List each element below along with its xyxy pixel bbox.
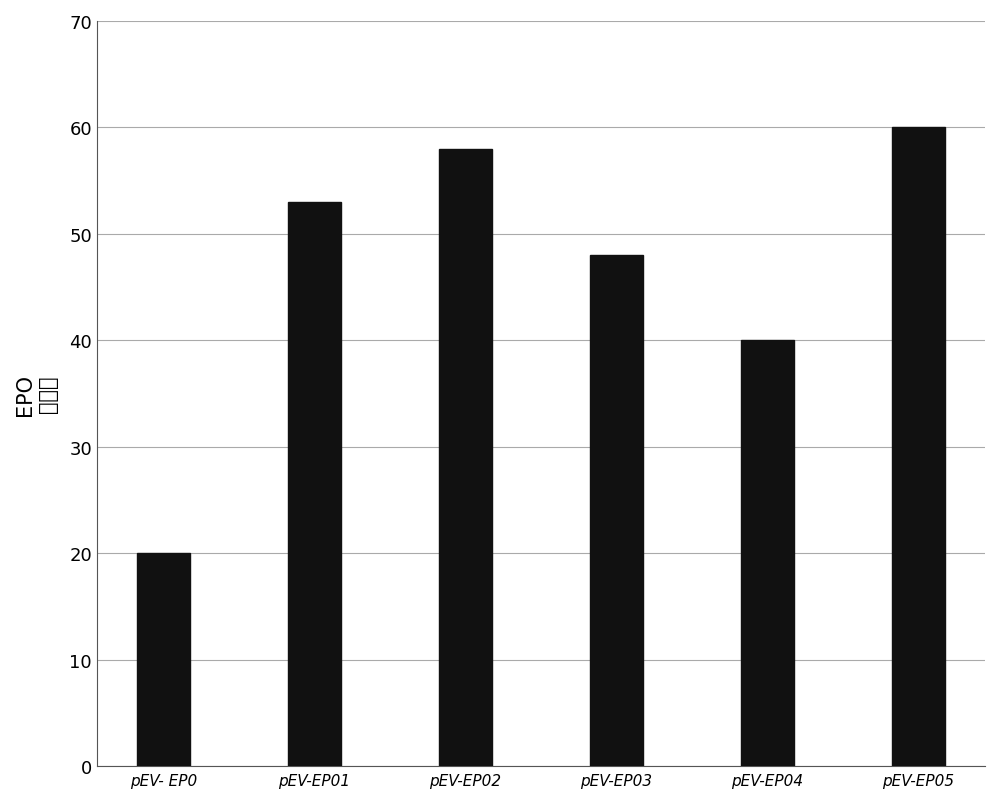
Bar (892, 128, 945, 766)
Y-axis label: EPO
表达量: EPO 表达量 (15, 373, 58, 415)
Bar (439, 149, 492, 766)
Bar (590, 256, 643, 766)
Bar (288, 202, 341, 766)
Bar (137, 553, 190, 766)
Bar (741, 341, 794, 766)
